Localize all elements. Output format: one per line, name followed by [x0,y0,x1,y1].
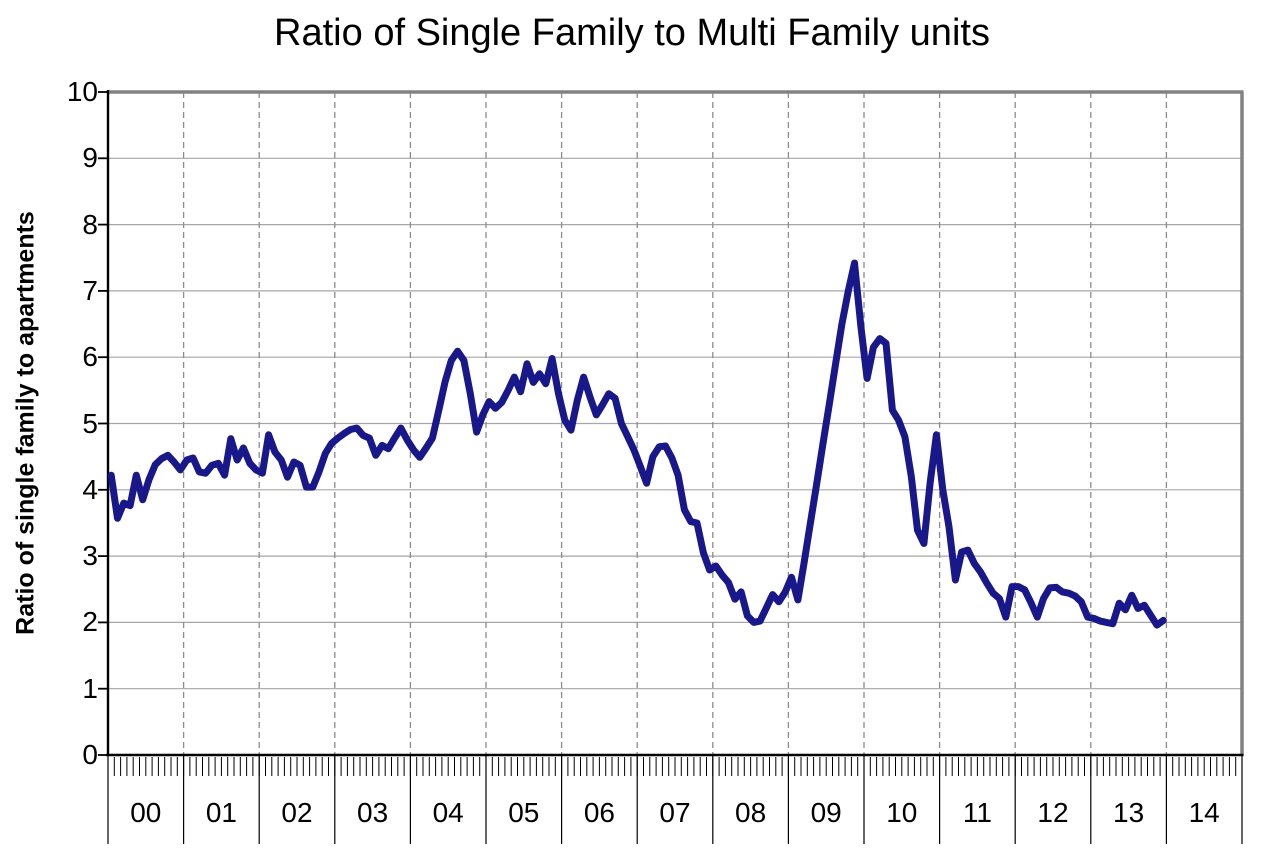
y-tick-label: 4 [82,473,98,505]
x-year-label: 10 [886,797,918,828]
x-year-label: 12 [1037,797,1069,828]
y-tick-label: 5 [82,407,98,439]
y-tick-label: 1 [82,672,98,704]
x-year-label: 05 [508,797,540,828]
x-year-label: 09 [810,797,842,828]
x-year-label: 00 [130,797,162,828]
x-year-label: 08 [735,797,767,828]
y-tick-label: 7 [82,274,98,306]
y-tick-label: 9 [82,142,98,174]
x-year-label: 06 [583,797,615,828]
y-tick-label: 0 [82,739,98,770]
x-year-label: 11 [962,797,992,828]
x-year-label: 04 [432,797,464,828]
ratio-line-series [107,259,1167,629]
x-year-label: 03 [357,797,389,828]
y-tick-label: 6 [82,341,98,373]
x-year-label: 02 [281,797,313,828]
x-year-label: 14 [1188,797,1220,828]
x-year-label: 13 [1113,797,1145,828]
y-tick-label: 2 [82,606,98,638]
y-tick-label: 10 [66,76,98,107]
x-year-label: 01 [205,797,237,828]
y-tick-label: 3 [82,540,98,572]
y-tick-label: 8 [82,208,98,240]
x-year-label: 07 [659,797,691,828]
chart-title: Ratio of Single Family to Multi Family u… [274,12,990,54]
